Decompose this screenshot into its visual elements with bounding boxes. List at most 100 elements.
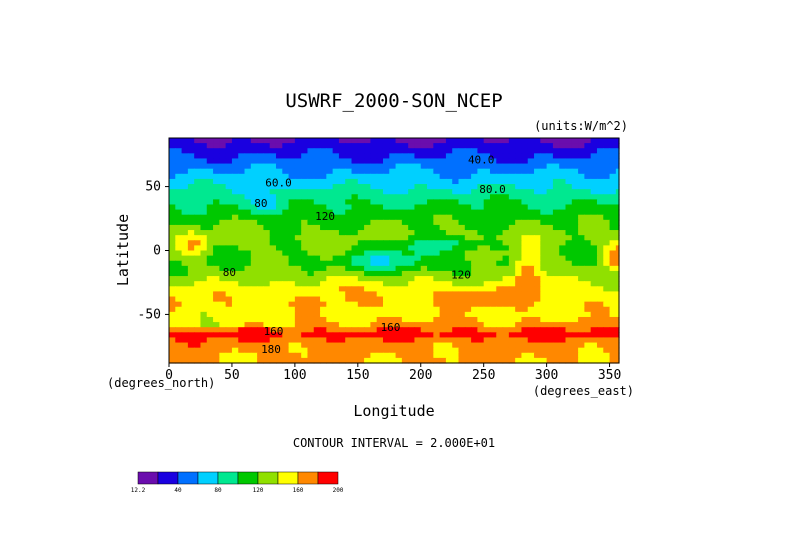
heatmap-cell: [427, 184, 434, 190]
heatmap-cell: [439, 291, 447, 298]
heatmap-cell: [376, 199, 384, 206]
heatmap-cell: [534, 184, 541, 190]
heatmap-cell: [584, 148, 592, 154]
heatmap-cell: [471, 138, 478, 144]
heatmap-cell: [546, 311, 554, 318]
heatmap-cell: [313, 163, 321, 170]
heatmap-cell: [181, 214, 189, 221]
heatmap-cell: [200, 219, 208, 226]
heatmap-cell: [603, 184, 611, 190]
heatmap-cell: [294, 163, 302, 170]
heatmap-cell: [219, 342, 227, 349]
heatmap-cell: [559, 138, 567, 144]
heatmap-cell: [244, 219, 252, 226]
heatmap-cell: [477, 153, 485, 160]
heatmap-cell: [370, 204, 378, 211]
heatmap-cell: [175, 209, 183, 216]
heatmap-cell: [257, 168, 264, 175]
heatmap-cell: [458, 255, 466, 262]
heatmap-cell: [534, 230, 541, 236]
heatmap-cell: [502, 199, 510, 206]
heatmap-cell: [181, 143, 189, 149]
heatmap-cell: [294, 153, 302, 160]
heatmap-cell: [546, 240, 554, 246]
heatmap-cell: [294, 255, 302, 262]
heatmap-cell: [231, 291, 239, 298]
heatmap-cell: [578, 163, 585, 170]
heatmap-cell: [552, 148, 560, 154]
heatmap-cell: [420, 224, 428, 231]
heatmap-cell: [590, 306, 598, 313]
heatmap-cell: [263, 286, 271, 293]
heatmap-cell: [552, 276, 560, 282]
heatmap-cell: [584, 352, 592, 359]
heatmap-cell: [320, 311, 327, 318]
heatmap-cell: [357, 209, 365, 216]
heatmap-cell: [313, 316, 321, 323]
heatmap-cell: [546, 158, 554, 165]
heatmap-cell: [521, 163, 529, 170]
heatmap-cell: [464, 250, 472, 257]
heatmap-cell: [420, 332, 428, 339]
heatmap-cell: [200, 163, 208, 170]
heatmap-cell: [332, 281, 340, 287]
heatmap-cell: [320, 173, 327, 180]
heatmap-cell: [534, 148, 541, 154]
heatmap-cell: [389, 219, 397, 226]
heatmap-cell: [364, 286, 371, 293]
heatmap-cell: [225, 189, 233, 195]
heatmap-cell: [521, 250, 529, 257]
heatmap-cell: [238, 301, 246, 308]
heatmap-cell: [546, 138, 554, 144]
heatmap-cell: [603, 163, 611, 170]
heatmap-cell: [206, 153, 214, 160]
heatmap-cell: [395, 281, 403, 287]
heatmap-cell: [489, 265, 497, 272]
heatmap-cell: [275, 322, 283, 328]
heatmap-cell: [257, 163, 264, 170]
heatmap-cell: [250, 265, 258, 272]
heatmap-cell: [345, 148, 353, 154]
heatmap-cell: [590, 357, 598, 364]
heatmap-cell: [263, 352, 271, 359]
heatmap-cell: [326, 347, 334, 354]
heatmap-cell: [527, 204, 535, 211]
heatmap-cell: [307, 270, 315, 277]
heatmap-cell: [596, 342, 604, 349]
heatmap-cell: [376, 240, 384, 246]
heatmap-cell: [439, 189, 447, 195]
heatmap-cell: [357, 199, 365, 206]
heatmap-cell: [433, 342, 441, 349]
heatmap-cell: [382, 204, 390, 211]
heatmap-cell: [609, 265, 617, 272]
colorbar-swatch: [317, 471, 339, 485]
heatmap-cell: [351, 311, 359, 318]
heatmap-cell: [288, 138, 296, 144]
heatmap-cell: [521, 270, 529, 277]
heatmap-cell: [257, 291, 264, 298]
heatmap-cell: [508, 281, 516, 287]
heatmap-cell: [382, 214, 390, 221]
heatmap-cell: [477, 342, 485, 349]
heatmap-cell: [357, 189, 365, 195]
heatmap-cell: [534, 204, 541, 211]
heatmap-cell: [313, 153, 321, 160]
heatmap-cell: [395, 316, 403, 323]
heatmap-cell: [187, 342, 195, 349]
heatmap-cell: [584, 194, 592, 200]
heatmap-cell: [351, 184, 359, 190]
heatmap-cell: [615, 245, 620, 252]
heatmap-cell: [427, 250, 434, 257]
heatmap-cell: [364, 199, 371, 206]
heatmap-cell: [427, 138, 434, 144]
heatmap-cell: [584, 235, 592, 241]
heatmap-cell: [169, 163, 176, 170]
heatmap-cell: [565, 286, 573, 293]
heatmap-cell: [294, 322, 302, 328]
heatmap-cell: [395, 342, 403, 349]
heatmap-cell: [439, 276, 447, 282]
heatmap-cell: [420, 178, 428, 185]
heatmap-cell: [565, 148, 573, 154]
heatmap-cell: [584, 250, 592, 257]
heatmap-cell: [263, 204, 271, 211]
